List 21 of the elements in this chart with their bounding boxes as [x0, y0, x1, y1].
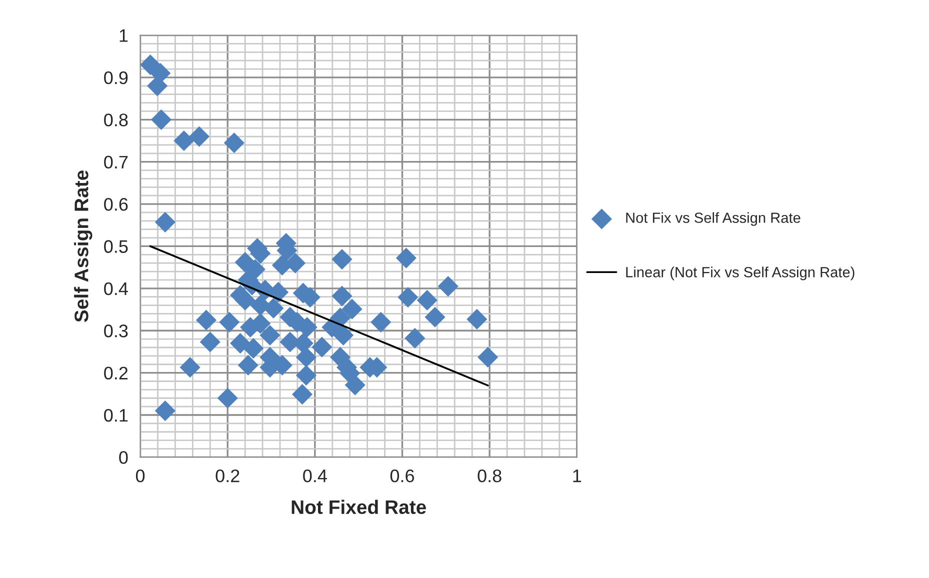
legend-label: Not Fix vs Self Assign Rate [626, 212, 800, 226]
legend-label: Linear (Not Fix vs Self Assign Rate) [626, 266, 854, 280]
y-tick-label: 0.2 [104, 366, 128, 380]
y-tick-label: 0.1 [104, 408, 128, 422]
y-tick-label: 0.5 [104, 240, 128, 253]
y-tick-label: 0.7 [104, 156, 128, 169]
y-tick-label: 1 [120, 29, 128, 42]
x-tick-label: 0.6 [390, 469, 414, 482]
y-axis-title: Self Assign Rate [74, 170, 92, 322]
x-tick-label: 0.4 [303, 469, 327, 482]
y-tick-label: 0.9 [104, 71, 128, 84]
x-tick-label: 0.2 [216, 469, 240, 482]
y-tick-label: 0 [119, 451, 128, 464]
y-tick-label: 0.8 [104, 114, 128, 126]
x-tick-label: 1 [573, 470, 582, 482]
x-axis-title: Not Fixed Rate [292, 500, 426, 514]
x-tick-label: 0.8 [478, 469, 502, 482]
y-tick-label: 0.3 [104, 324, 128, 338]
x-tick-label: 0 [136, 469, 145, 482]
y-tick-label: 0.4 [104, 282, 128, 296]
y-tick-label: 0.6 [104, 198, 128, 211]
